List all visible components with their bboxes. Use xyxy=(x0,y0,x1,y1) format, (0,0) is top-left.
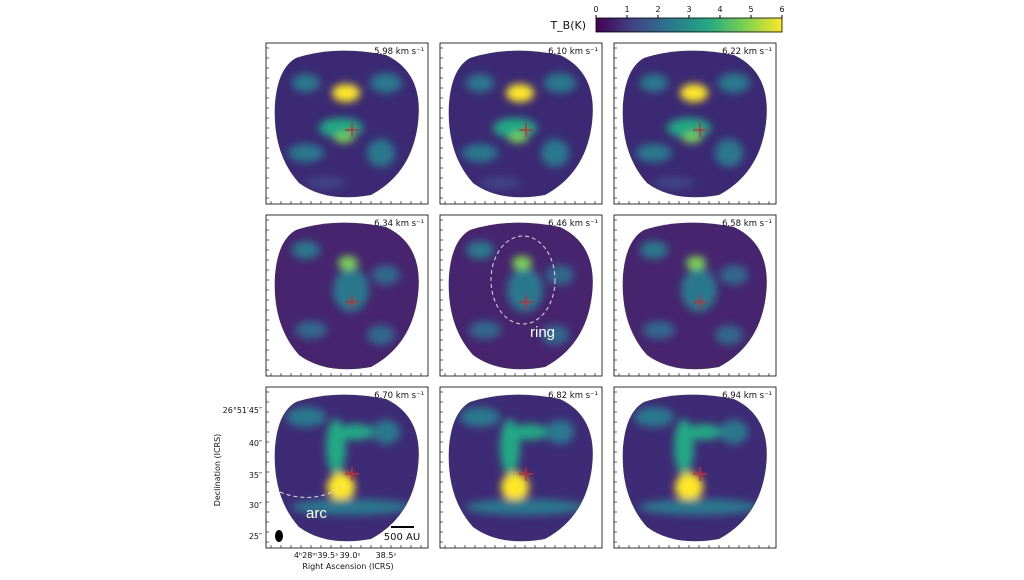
channel-panel: 6.70 km s⁻¹ xyxy=(265,386,429,549)
channel-panel: 6.46 km s⁻¹ xyxy=(439,214,603,377)
velocity-label: 6.34 km s⁻¹ xyxy=(374,219,424,229)
source-cross xyxy=(693,295,707,309)
source-cross xyxy=(345,467,359,481)
x-axis-label: Right Ascension (ICRS) xyxy=(302,562,393,571)
velocity-label: 6.82 km s⁻¹ xyxy=(548,391,598,401)
source-cross xyxy=(519,467,533,481)
y-axis-label: Declination (ICRS) xyxy=(213,434,222,507)
beam xyxy=(275,530,283,542)
channel-panel: 5.98 km s⁻¹ xyxy=(265,42,429,205)
source-cross xyxy=(519,295,533,309)
colorbar-tick-label: 4 xyxy=(717,5,722,14)
colorbar-tick-label: 3 xyxy=(686,5,691,14)
velocity-label: 5.98 km s⁻¹ xyxy=(374,47,424,57)
x-tick-label: 4ʰ28ᵐ39.5ˢ xyxy=(294,551,338,560)
channel-panel: 6.58 km s⁻¹ xyxy=(613,214,777,377)
velocity-label: 6.70 km s⁻¹ xyxy=(374,391,424,401)
colorbar-tick-label: 5 xyxy=(748,5,753,14)
channel-panel: 6.22 km s⁻¹ xyxy=(613,42,777,205)
colorbar-tick-label: 2 xyxy=(655,5,660,14)
channel-panel: 6.10 km s⁻¹ xyxy=(439,42,603,205)
velocity-label: 6.58 km s⁻¹ xyxy=(722,219,772,229)
x-tick-label: 39.0ˢ xyxy=(340,551,361,560)
source-cross xyxy=(345,123,359,137)
colorbar-tick-label: 0 xyxy=(593,5,598,14)
source-cross xyxy=(693,467,707,481)
velocity-label: 6.10 km s⁻¹ xyxy=(548,47,598,57)
channel-panel: 6.34 km s⁻¹ xyxy=(265,214,429,377)
colorbar xyxy=(595,17,783,33)
colorbar-tick-label: 6 xyxy=(779,5,784,14)
velocity-label: 6.22 km s⁻¹ xyxy=(722,47,772,57)
x-tick-label: 38.5ˢ xyxy=(376,551,397,560)
ring-outline xyxy=(490,235,556,325)
source-cross xyxy=(693,123,707,137)
y-tick-label: 40″ xyxy=(249,439,262,448)
colorbar-tick-label: 1 xyxy=(624,5,629,14)
y-tick-label: 35″ xyxy=(249,471,262,480)
velocity-label: 6.94 km s⁻¹ xyxy=(722,391,772,401)
ring-label: ring xyxy=(530,324,555,341)
y-tick-label: 30″ xyxy=(249,501,262,510)
channel-panel: 6.82 km s⁻¹ xyxy=(439,386,603,549)
scale-bar-label: 500 AU xyxy=(384,532,420,543)
y-tick-label: 26°51′45″ xyxy=(223,406,262,415)
colorbar-label: T_B(K) xyxy=(549,19,586,32)
channel-panel: 6.94 km s⁻¹ xyxy=(613,386,777,549)
source-cross xyxy=(519,123,533,137)
arc-label: arc xyxy=(306,505,327,522)
velocity-label: 6.46 km s⁻¹ xyxy=(548,219,598,229)
y-tick-label: 25″ xyxy=(249,532,262,541)
source-cross xyxy=(345,295,359,309)
